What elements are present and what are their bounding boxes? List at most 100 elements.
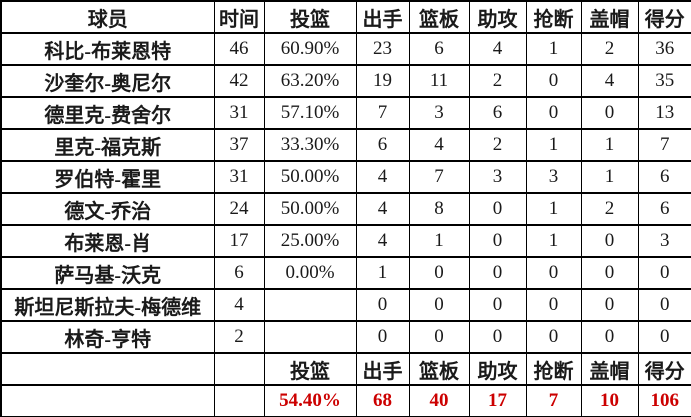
total-fg-pct-cell: 54.40% (263, 384, 357, 417)
rebounds-cell: 0 (408, 288, 470, 322)
attempts-cell: 19 (355, 64, 410, 98)
assists-cell: 0 (468, 288, 527, 322)
footer-label-rebounds: 篮板 (408, 352, 470, 386)
player-name-cell: 德文-乔治 (0, 192, 215, 226)
column-header-steals: 抢断 (525, 0, 582, 34)
points-cell: 35 (637, 64, 691, 98)
minutes-cell: 6 (213, 256, 265, 290)
fg-pct-cell: 57.10% (263, 96, 357, 130)
steals-cell: 1 (525, 32, 582, 66)
minutes-cell: 37 (213, 128, 265, 162)
blocks-cell: 4 (580, 64, 639, 98)
column-header-fg-pct: 投篮 (263, 0, 357, 34)
footer-label-steals: 抢断 (525, 352, 582, 386)
minutes-cell: 31 (213, 96, 265, 130)
blocks-cell: 0 (580, 320, 639, 354)
total-empty-minutes-cell (213, 384, 265, 417)
steals-cell: 1 (525, 128, 582, 162)
table-row: 科比-布莱恩特 46 60.90% 23 6 4 1 2 36 (0, 32, 691, 66)
blocks-cell: 1 (580, 128, 639, 162)
player-name-cell: 里克-福克斯 (0, 128, 215, 162)
attempts-cell: 0 (355, 320, 410, 354)
rebounds-cell: 6 (408, 32, 470, 66)
assists-cell: 3 (468, 160, 527, 194)
blocks-cell: 2 (580, 32, 639, 66)
minutes-cell: 4 (213, 288, 265, 322)
footer-label-attempts: 出手 (355, 352, 410, 386)
footer-empty-player-cell (0, 352, 215, 386)
rebounds-cell: 1 (408, 224, 470, 258)
minutes-cell: 17 (213, 224, 265, 258)
steals-cell: 3 (525, 160, 582, 194)
attempts-cell: 4 (355, 192, 410, 226)
rebounds-cell: 4 (408, 128, 470, 162)
table-row: 德文-乔治 24 50.00% 4 8 0 1 2 6 (0, 192, 691, 226)
player-name-cell: 布莱恩-肖 (0, 224, 215, 258)
blocks-cell: 0 (580, 224, 639, 258)
steals-cell: 0 (525, 288, 582, 322)
footer-empty-minutes-cell (213, 352, 265, 386)
player-name-cell: 罗伯特-霍里 (0, 160, 215, 194)
attempts-cell: 7 (355, 96, 410, 130)
points-cell: 6 (637, 192, 691, 226)
assists-cell: 6 (468, 96, 527, 130)
fg-pct-cell: 63.20% (263, 64, 357, 98)
rebounds-cell: 0 (408, 320, 470, 354)
table-row: 沙奎尔-奥尼尔 42 63.20% 19 11 2 0 4 35 (0, 64, 691, 98)
rebounds-cell: 11 (408, 64, 470, 98)
steals-cell: 0 (525, 64, 582, 98)
total-points-cell: 106 (637, 384, 691, 417)
blocks-cell: 0 (580, 96, 639, 130)
table-row: 萨马基-沃克 6 0.00% 1 0 0 0 0 0 (0, 256, 691, 290)
column-header-minutes: 时间 (213, 0, 265, 34)
table-row: 林奇-亨特 2 0 0 0 0 0 0 (0, 320, 691, 354)
column-header-assists: 助攻 (468, 0, 527, 34)
assists-cell: 2 (468, 128, 527, 162)
attempts-cell: 23 (355, 32, 410, 66)
table-row: 布莱恩-肖 17 25.00% 4 1 0 1 0 3 (0, 224, 691, 258)
column-header-attempts: 出手 (355, 0, 410, 34)
attempts-cell: 6 (355, 128, 410, 162)
footer-totals-row: 54.40% 68 40 17 7 10 106 (0, 384, 691, 417)
steals-cell: 0 (525, 96, 582, 130)
header-row: 球员 时间 投篮 出手 篮板 助攻 抢断 盖帽 得分 (0, 0, 691, 34)
table-row: 德里克-费舍尔 31 57.10% 7 3 6 0 0 13 (0, 96, 691, 130)
attempts-cell: 0 (355, 288, 410, 322)
total-assists-cell: 17 (468, 384, 527, 417)
minutes-cell: 31 (213, 160, 265, 194)
player-name-cell: 科比-布莱恩特 (0, 32, 215, 66)
attempts-cell: 1 (355, 256, 410, 290)
column-header-rebounds: 篮板 (408, 0, 470, 34)
minutes-cell: 2 (213, 320, 265, 354)
assists-cell: 0 (468, 256, 527, 290)
assists-cell: 0 (468, 192, 527, 226)
attempts-cell: 4 (355, 224, 410, 258)
footer-label-fg-pct: 投篮 (263, 352, 357, 386)
blocks-cell: 2 (580, 192, 639, 226)
fg-pct-cell: 25.00% (263, 224, 357, 258)
player-name-cell: 沙奎尔-奥尼尔 (0, 64, 215, 98)
table-row: 里克-福克斯 37 33.30% 6 4 2 1 1 7 (0, 128, 691, 162)
points-cell: 0 (637, 288, 691, 322)
table-row: 罗伯特-霍里 31 50.00% 4 7 3 3 1 6 (0, 160, 691, 194)
assists-cell: 4 (468, 32, 527, 66)
points-cell: 36 (637, 32, 691, 66)
footer-label-blocks: 盖帽 (580, 352, 639, 386)
fg-pct-cell (263, 320, 357, 354)
rebounds-cell: 0 (408, 256, 470, 290)
footer-label-row: 投篮 出手 篮板 助攻 抢断 盖帽 得分 (0, 352, 691, 386)
minutes-cell: 42 (213, 64, 265, 98)
blocks-cell: 1 (580, 160, 639, 194)
points-cell: 13 (637, 96, 691, 130)
assists-cell: 0 (468, 224, 527, 258)
fg-pct-cell: 50.00% (263, 192, 357, 226)
points-cell: 0 (637, 320, 691, 354)
fg-pct-cell: 33.30% (263, 128, 357, 162)
fg-pct-cell: 0.00% (263, 256, 357, 290)
blocks-cell: 0 (580, 256, 639, 290)
total-rebounds-cell: 40 (408, 384, 470, 417)
fg-pct-cell: 50.00% (263, 160, 357, 194)
column-header-player: 球员 (0, 0, 215, 34)
